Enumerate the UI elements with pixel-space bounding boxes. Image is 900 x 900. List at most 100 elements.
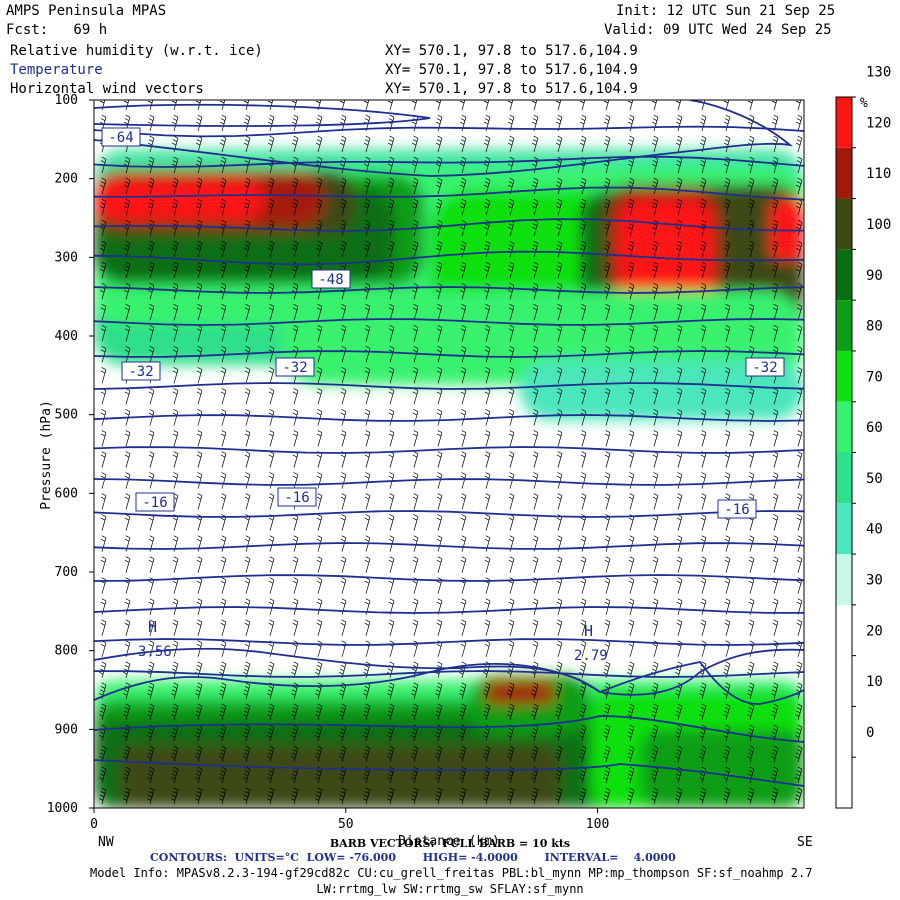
wind-barb — [196, 367, 203, 384]
wind-barb — [460, 556, 467, 573]
wind-barb — [699, 261, 707, 279]
wind-barb — [556, 493, 563, 510]
wind-barb — [748, 535, 755, 552]
wind-barb — [531, 114, 539, 132]
wind-barb — [604, 577, 611, 594]
wind-barb — [196, 640, 203, 657]
field-label-rh: Relative humidity (w.r.t. ice) — [10, 43, 263, 59]
wind-barb — [603, 114, 611, 132]
wind-barb — [292, 619, 299, 636]
wind-barb — [555, 703, 563, 720]
wind-barb — [243, 219, 251, 237]
wind-barb — [795, 100, 802, 111]
contour-label-box — [277, 487, 317, 507]
wind-barb — [627, 724, 635, 742]
wind-barb — [268, 472, 275, 489]
colorbar-swatch — [836, 604, 852, 656]
wind-barb — [340, 303, 347, 321]
x-axis-label: Distance (km) — [398, 834, 500, 849]
wind-barb — [171, 703, 179, 720]
wind-barb — [436, 556, 443, 573]
wind-barb — [603, 745, 611, 763]
wind-barb — [627, 703, 635, 720]
wind-barb — [700, 556, 707, 573]
wind-barb — [268, 367, 275, 384]
wind-barb — [675, 703, 683, 720]
wind-barb — [411, 156, 419, 174]
wind-barb — [291, 177, 299, 195]
wind-barb — [603, 766, 611, 784]
wind-barb — [195, 114, 203, 132]
wind-barb — [244, 346, 251, 363]
wind-barb — [531, 661, 539, 678]
pressure-marker-value: 3.56 — [138, 644, 172, 660]
wind-barb — [100, 556, 107, 573]
x-axis-right-end-label: SE — [797, 835, 813, 850]
wind-barb — [315, 114, 323, 132]
wind-barb — [652, 388, 659, 405]
wind-barb — [435, 240, 443, 258]
wind-barb — [628, 472, 635, 489]
wind-barb — [268, 619, 275, 636]
wind-barb — [651, 240, 659, 258]
wind-barb — [627, 135, 635, 153]
wind-barb — [195, 703, 203, 720]
wind-barb — [147, 682, 155, 699]
wind-barb — [363, 661, 371, 678]
temperature-contour — [94, 542, 804, 550]
wind-barb — [771, 661, 779, 678]
wind-barb — [364, 430, 371, 447]
wind-barb — [220, 303, 227, 321]
wind-barb — [364, 367, 371, 384]
colorbar-swatch — [836, 655, 852, 707]
wind-barb — [172, 556, 179, 573]
wind-barb — [387, 745, 395, 763]
wind-barb — [244, 388, 251, 405]
contour-label-box — [745, 357, 785, 377]
wind-barb — [292, 556, 299, 573]
wind-barb — [388, 493, 395, 510]
wind-barb — [723, 703, 731, 720]
wind-barb — [219, 703, 227, 720]
wind-barb — [292, 640, 299, 657]
wind-barb — [652, 325, 659, 342]
temperature-contour — [94, 661, 804, 705]
wind-barb — [628, 346, 635, 363]
field-xy-rh: XY= 570.1, 97.8 to 517.6,104.9 — [385, 43, 638, 59]
wind-barb — [436, 367, 443, 384]
wind-barb — [100, 472, 107, 489]
wind-barb — [483, 682, 491, 699]
wind-barb — [340, 367, 347, 384]
wind-barb — [795, 724, 803, 742]
wind-barb — [724, 303, 731, 321]
wind-barb — [555, 661, 563, 678]
wind-barb — [699, 135, 707, 153]
wind-barb — [147, 282, 155, 300]
wind-barb — [579, 661, 587, 678]
wind-barb — [579, 682, 587, 699]
wind-barb — [315, 240, 323, 258]
temperature-contour — [94, 638, 804, 646]
colorbar-label: 100 — [866, 217, 891, 233]
wind-barb — [147, 661, 155, 678]
pressure-marker-value: 2.79 — [574, 648, 608, 664]
colorbar-label: 80 — [866, 319, 883, 335]
wind-barb — [628, 303, 635, 321]
wind-barb — [556, 430, 563, 447]
wind-barb — [388, 514, 395, 531]
wind-barb — [387, 177, 395, 195]
wind-barb — [123, 198, 131, 216]
wind-barb — [675, 219, 683, 237]
wind-barb — [435, 282, 443, 300]
wind-barb — [699, 724, 707, 742]
wind-barb — [436, 535, 443, 552]
wind-barb — [315, 219, 323, 237]
colorbar-swatch — [836, 97, 852, 148]
field-xy-temp: XY= 570.1, 97.8 to 517.6,104.9 — [385, 62, 638, 78]
wind-barb — [555, 745, 563, 763]
y-tick-label: 700 — [55, 565, 78, 580]
wind-barb — [147, 787, 155, 805]
wind-barb — [339, 787, 347, 805]
wind-barb — [580, 640, 587, 657]
wind-barb — [315, 703, 323, 720]
